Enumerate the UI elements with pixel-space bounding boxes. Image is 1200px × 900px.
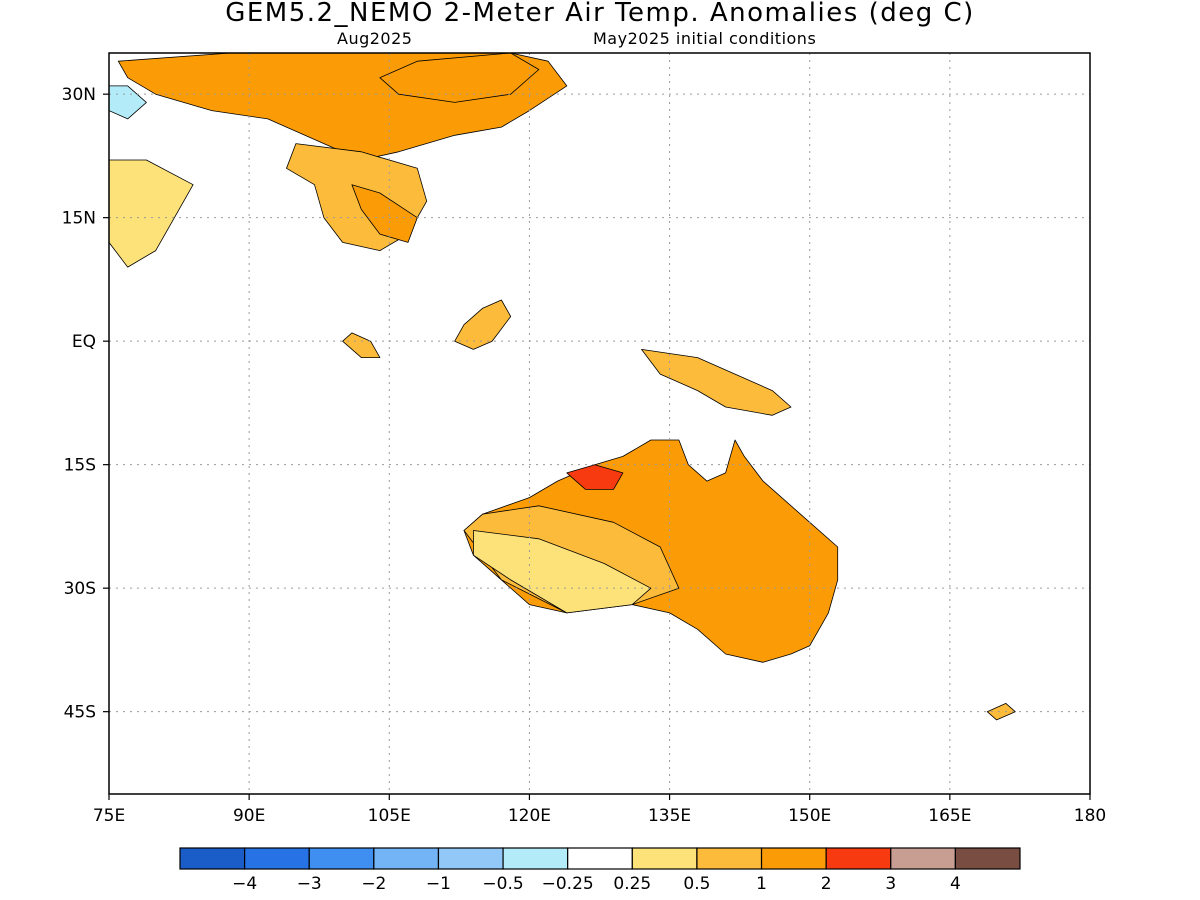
- anomaly-region-china-core: [379, 53, 540, 103]
- colorbar-label: 2: [821, 874, 832, 894]
- colorbar-swatch: [954, 847, 1021, 870]
- anomaly-region-new-guinea: [641, 348, 792, 416]
- anomaly-fill-layer: [109, 53, 1016, 721]
- colorbar-swatch: [502, 847, 569, 870]
- colorbar-swatch: [696, 847, 763, 870]
- lon-tick-label: 75E: [93, 806, 125, 826]
- lon-tick-label: 90E: [233, 806, 265, 826]
- colorbar-label: −1: [426, 874, 451, 894]
- colorbar-swatch: [760, 847, 827, 870]
- colorbar-label: −0.5: [482, 874, 523, 894]
- colorbar-label: −0.25: [542, 874, 594, 894]
- colorbar-label: 3: [885, 874, 896, 894]
- colorbar: −4 −3 −2 −1 −0.5 −0.25 0.25 0.5 1 2 3 4: [179, 847, 1021, 894]
- colorbar-label: 0.5: [683, 874, 710, 894]
- lon-tick-label: 120E: [508, 806, 551, 826]
- map-title: GEM5.2_NEMO 2-Meter Air Temp. Anomalies …: [225, 0, 975, 28]
- anomaly-region-himalaya-cool: [109, 85, 147, 120]
- anomaly-region-kimberley-hot: [566, 464, 624, 490]
- anomaly-region-new-zealand: [986, 703, 1016, 721]
- colorbar-swatch: [567, 847, 633, 870]
- lat-tick-label: 30S: [64, 579, 96, 599]
- anomaly-region-sumatra: [342, 332, 381, 359]
- anomaly-region-australia-sw: [472, 530, 652, 614]
- colorbar-swatch: [308, 847, 375, 870]
- colorbar-label: 4: [950, 874, 961, 894]
- colorbar-swatch: [890, 847, 956, 870]
- lat-tick-label: 15N: [62, 209, 96, 229]
- anomaly-region-india: [109, 159, 194, 268]
- colorbar-swatch: [631, 847, 698, 870]
- latitude-axis: 30N 15N EQ 15S 30S 45S: [62, 85, 109, 723]
- valid-month-label: Aug2025: [337, 29, 413, 48]
- lat-tick-label: EQ: [72, 332, 96, 352]
- lon-tick-label: 135E: [648, 806, 691, 826]
- longitude-axis: 75E 90E 105E 120E 135E 150E 165E 180: [93, 794, 1106, 826]
- gridline-layer: [109, 53, 1090, 794]
- lat-tick-label: 30N: [62, 85, 96, 105]
- colorbar-label: −3: [297, 874, 322, 894]
- colorbar-swatch: [179, 847, 246, 870]
- colorbar-swatch: [373, 847, 440, 870]
- colorbar-label: 0.25: [613, 874, 651, 894]
- anomaly-region-borneo: [454, 299, 512, 350]
- lat-tick-label: 15S: [64, 456, 96, 476]
- colorbar-label: 1: [756, 874, 767, 894]
- lon-tick-label: 165E: [928, 806, 971, 826]
- colorbar-swatch: [437, 847, 504, 870]
- lon-tick-label: 150E: [788, 806, 831, 826]
- plot-frame: [108, 52, 1091, 795]
- colorbar-swatch: [244, 847, 310, 870]
- colorbar-label: −2: [361, 874, 386, 894]
- lon-tick-label: 105E: [368, 806, 411, 826]
- lon-tick-label: 180: [1074, 806, 1106, 826]
- colorbar-swatch: [825, 847, 892, 870]
- init-conditions-label: May2025 initial conditions: [593, 29, 817, 48]
- anomaly-region-indochina-warm: [351, 184, 418, 243]
- colorbar-label: −4: [232, 874, 257, 894]
- lat-tick-label: 45S: [64, 703, 96, 723]
